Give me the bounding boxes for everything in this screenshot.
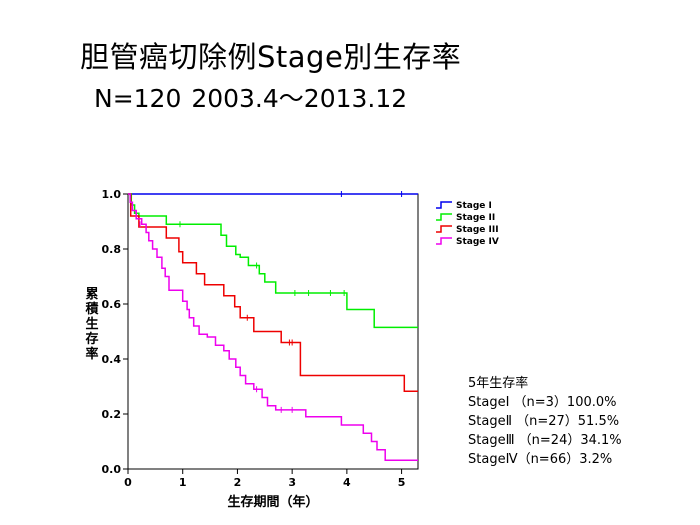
- x-tick-label: 1: [179, 476, 187, 489]
- x-tick-label: 2: [234, 476, 242, 489]
- survival-curve-stage-2: [128, 193, 418, 329]
- legend-swatch: [436, 237, 452, 245]
- summary-row-stage-3: StageⅢ （n=24）34.1%: [468, 433, 622, 448]
- x-axis-label: 生存期間（年）: [227, 494, 318, 510]
- x-tick-label: 5: [398, 476, 406, 489]
- slide-title: 胆管癌切除例Stage別生存率: [80, 40, 462, 74]
- summary-row-stage-4: StageⅣ（n=66）3.2%: [468, 452, 613, 467]
- y-tick-label: 0.4: [102, 353, 122, 366]
- y-tick-label: 0.8: [102, 243, 122, 256]
- y-tick-label: 0.2: [102, 408, 122, 421]
- y-axis-label: 累積生存率: [84, 286, 99, 362]
- legend-label: Stage II: [456, 213, 495, 223]
- legend-label: Stage III: [456, 225, 499, 235]
- legend-swatch: [436, 213, 452, 221]
- survival-curve-stage-3: [128, 193, 418, 392]
- chart-axes: 0 1 2 3 4 5 0.0 0.2 0.4 0.6 0.8 1.0 生存期間（年） 累積生存率: [84, 188, 419, 510]
- chart-series: [128, 191, 418, 461]
- legend-label: Stage I: [456, 201, 492, 211]
- y-tick-label: 1.0: [102, 188, 122, 201]
- five-year-survival-summary: 5年生存率 StageⅠ （n=3）100.0% StageⅡ （n=27）51…: [468, 374, 622, 469]
- x-tick-label: 3: [288, 476, 296, 489]
- y-tick-label: 0.0: [102, 463, 122, 476]
- legend-swatch: [436, 225, 452, 233]
- slide-subtitle: N=120 2003.4～2013.12: [94, 84, 408, 113]
- summary-row-stage-1: StageⅠ （n=3）100.0%: [468, 395, 617, 410]
- legend-swatch: [436, 201, 452, 209]
- summary-heading: 5年生存率: [468, 376, 529, 391]
- y-tick-label: 0.6: [102, 298, 122, 311]
- x-tick-label: 0: [124, 476, 132, 489]
- x-tick-label: 4: [343, 476, 351, 489]
- summary-row-stage-2: StageⅡ （n=27）51.5%: [468, 414, 620, 429]
- chart-legend: Stage I Stage II Stage III Stage IV: [436, 201, 499, 247]
- legend-label: Stage IV: [456, 237, 499, 247]
- survival-curve-stage-4: [128, 193, 418, 461]
